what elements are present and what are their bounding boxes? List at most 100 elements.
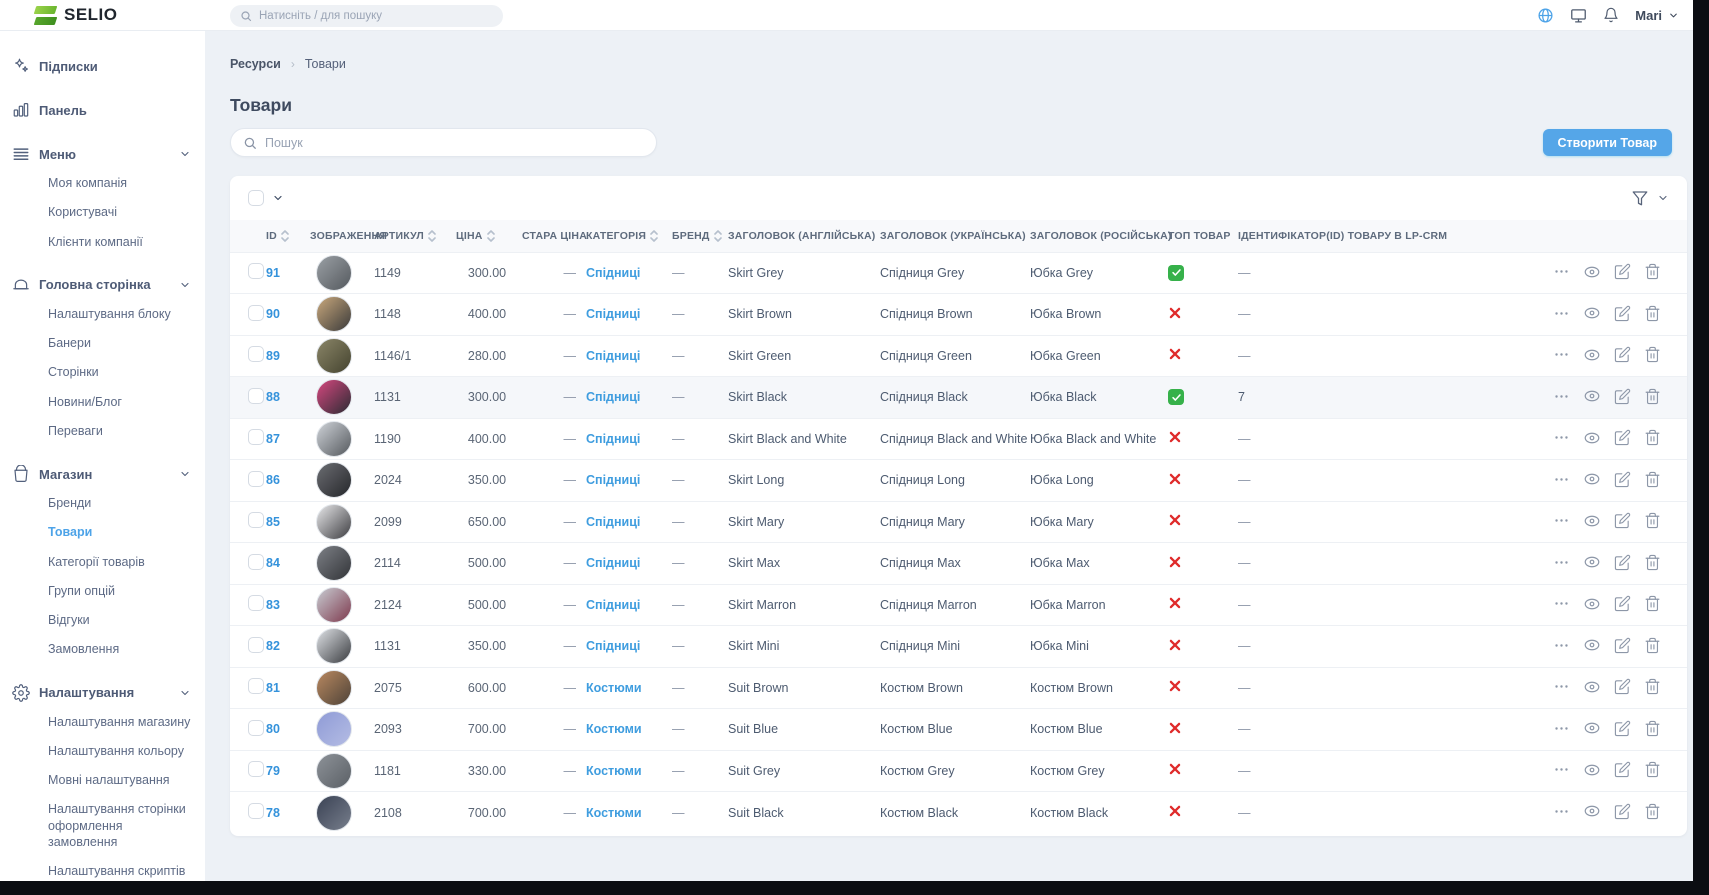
category-link[interactable]: Спідниці — [586, 390, 641, 405]
view-eye-icon[interactable] — [1583, 387, 1601, 405]
bulk-actions-chevron-icon[interactable] — [272, 192, 284, 204]
row-id-link[interactable]: 80 — [266, 722, 280, 737]
edit-pencil-icon[interactable] — [1614, 637, 1631, 654]
row-id-link[interactable]: 90 — [266, 307, 280, 322]
select-all-checkbox[interactable] — [248, 190, 264, 206]
filter-chevron-icon[interactable] — [1657, 192, 1669, 204]
view-eye-icon[interactable] — [1583, 346, 1601, 364]
filter-funnel-icon[interactable] — [1631, 189, 1649, 207]
edit-pencil-icon[interactable] — [1614, 305, 1631, 322]
header-price[interactable]: ЦІНА — [456, 220, 522, 252]
sort-icon[interactable] — [428, 229, 436, 243]
view-eye-icon[interactable] — [1583, 553, 1601, 571]
row-id-link[interactable]: 84 — [266, 556, 280, 571]
view-eye-icon[interactable] — [1583, 512, 1601, 530]
row-checkbox[interactable] — [248, 429, 264, 446]
sidebar-item-homepage[interactable]: Головна сторінка — [12, 276, 191, 294]
sidebar-item-company-clients[interactable]: Клієнти компанії — [48, 234, 143, 249]
global-search-input[interactable] — [259, 10, 493, 22]
sidebar-item-color-settings[interactable]: Налаштування кольору — [48, 743, 184, 758]
category-link[interactable]: Костюми — [586, 763, 642, 778]
sidebar-item-pages[interactable]: Сторінки — [48, 365, 99, 380]
view-eye-icon[interactable] — [1583, 761, 1601, 779]
more-actions-icon[interactable] — [1553, 554, 1570, 571]
delete-trash-icon[interactable] — [1644, 388, 1661, 405]
delete-trash-icon[interactable] — [1644, 263, 1661, 280]
row-checkbox[interactable] — [248, 470, 264, 487]
sidebar-item-my-company[interactable]: Моя компанія — [48, 176, 128, 190]
row-id-link[interactable]: 78 — [266, 805, 280, 820]
sidebar-item-menu[interactable]: Меню — [12, 145, 191, 163]
category-link[interactable]: Костюми — [586, 680, 642, 695]
sidebar-item-banners[interactable]: Банери — [48, 336, 91, 350]
delete-trash-icon[interactable] — [1644, 678, 1661, 695]
category-link[interactable]: Спідниці — [586, 473, 641, 488]
row-checkbox[interactable] — [248, 803, 264, 819]
more-actions-icon[interactable] — [1553, 720, 1570, 737]
header-category[interactable]: КАТЕГОРІЯ — [586, 220, 672, 252]
delete-trash-icon[interactable] — [1644, 512, 1661, 529]
view-eye-icon[interactable] — [1583, 595, 1601, 613]
more-actions-icon[interactable] — [1553, 637, 1570, 654]
row-id-link[interactable]: 88 — [266, 390, 280, 405]
category-link[interactable]: Спідниці — [586, 514, 641, 529]
more-actions-icon[interactable] — [1553, 595, 1570, 612]
delete-trash-icon[interactable] — [1644, 429, 1661, 446]
table-search-input[interactable] — [265, 135, 644, 150]
sidebar-item-block-settings[interactable]: Налаштування блоку — [48, 306, 171, 321]
edit-pencil-icon[interactable] — [1614, 678, 1631, 695]
view-eye-icon[interactable] — [1583, 263, 1601, 281]
header-brand[interactable]: БРЕНД — [672, 220, 728, 252]
edit-pencil-icon[interactable] — [1614, 388, 1631, 405]
category-link[interactable]: Спідниці — [586, 597, 641, 612]
row-checkbox[interactable] — [248, 636, 264, 653]
view-eye-icon[interactable] — [1583, 719, 1601, 737]
category-link[interactable]: Спідниці — [586, 556, 641, 571]
delete-trash-icon[interactable] — [1644, 471, 1661, 488]
row-checkbox[interactable] — [248, 678, 264, 695]
delete-trash-icon[interactable] — [1644, 554, 1661, 571]
category-link[interactable]: Костюми — [586, 805, 642, 820]
create-product-button[interactable]: Створити Товар — [1542, 129, 1672, 156]
table-search[interactable] — [230, 128, 657, 157]
category-link[interactable]: Спідниці — [586, 265, 641, 280]
row-id-link[interactable]: 82 — [266, 639, 280, 654]
delete-trash-icon[interactable] — [1644, 346, 1661, 363]
sidebar-item-settings[interactable]: Налаштування — [12, 683, 191, 702]
view-eye-icon[interactable] — [1583, 802, 1601, 820]
sidebar-item-shop-settings[interactable]: Налаштування магазину — [48, 714, 191, 729]
user-menu[interactable]: Mari — [1635, 8, 1679, 23]
delete-trash-icon[interactable] — [1644, 595, 1661, 612]
sidebar-item-news-blog[interactable]: Новини/Блог — [48, 394, 122, 409]
row-checkbox[interactable] — [248, 595, 264, 612]
sidebar-item-shop[interactable]: Магазин — [12, 465, 191, 483]
language-globe-icon[interactable] — [1537, 7, 1554, 24]
edit-pencil-icon[interactable] — [1614, 471, 1631, 488]
row-id-link[interactable]: 79 — [266, 763, 280, 778]
header-sku[interactable]: АРТИКУЛ — [374, 220, 456, 252]
more-actions-icon[interactable] — [1553, 388, 1570, 405]
more-actions-icon[interactable] — [1553, 346, 1570, 363]
sidebar-item-product-categories[interactable]: Категорії товарів — [48, 554, 145, 569]
notifications-bell-icon[interactable] — [1603, 7, 1619, 23]
edit-pencil-icon[interactable] — [1614, 803, 1631, 820]
delete-trash-icon[interactable] — [1644, 305, 1661, 322]
more-actions-icon[interactable] — [1553, 512, 1570, 529]
delete-trash-icon[interactable] — [1644, 761, 1661, 778]
view-eye-icon[interactable] — [1583, 636, 1601, 654]
more-actions-icon[interactable] — [1553, 429, 1570, 446]
brand-logo[interactable]: SELIO — [0, 5, 205, 25]
delete-trash-icon[interactable] — [1644, 637, 1661, 654]
delete-trash-icon[interactable] — [1644, 803, 1661, 820]
sort-icon[interactable] — [281, 229, 289, 243]
row-checkbox[interactable] — [248, 719, 264, 736]
row-id-link[interactable]: 91 — [266, 265, 280, 280]
row-id-link[interactable]: 83 — [266, 597, 280, 612]
row-id-link[interactable]: 85 — [266, 514, 280, 529]
row-id-link[interactable]: 86 — [266, 473, 280, 488]
category-link[interactable]: Спідниці — [586, 431, 641, 446]
sidebar-item-orders[interactable]: Замовлення — [48, 642, 120, 657]
sidebar-item-reviews[interactable]: Відгуки — [48, 613, 90, 627]
sidebar-item-users[interactable]: Користувачі — [48, 205, 118, 220]
sidebar-item-checkout-page-settings[interactable]: Налаштування сторінки оформлення замовле… — [48, 802, 186, 849]
